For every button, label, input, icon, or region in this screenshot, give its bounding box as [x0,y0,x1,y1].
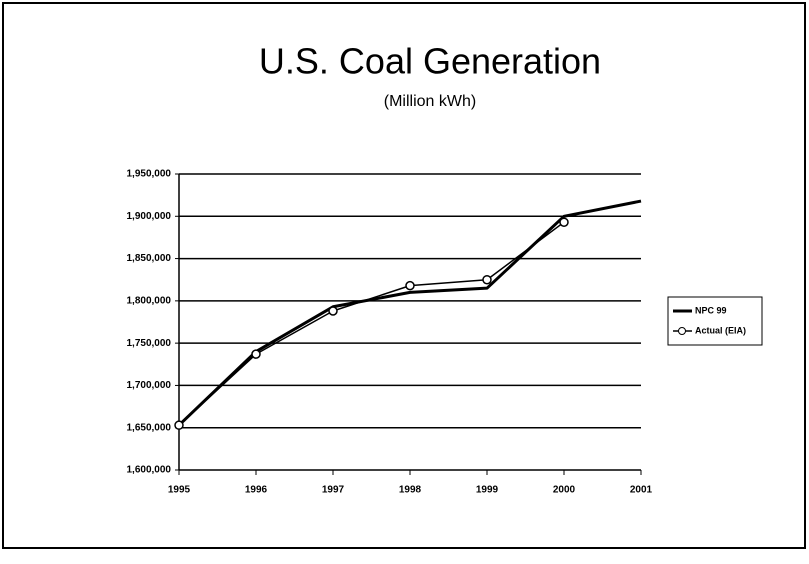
x-tick-label: 1997 [322,485,345,496]
x-tick-label: 1995 [168,485,191,496]
y-tick-label: 1,650,000 [127,422,172,433]
chart-frame [2,2,806,549]
series-line [178,221,565,426]
y-tick-label: 1,800,000 [127,295,172,306]
y-tick-label: 1,600,000 [127,465,172,476]
chart-title: U.S. Coal Generation [259,41,601,82]
x-tick-label: 2000 [553,485,576,496]
legend-label: Actual (EIA) [695,325,746,335]
series-marker [251,349,261,359]
y-tick-label: 1,700,000 [127,380,172,391]
y-tick-label: 1,900,000 [127,211,172,222]
legend-marker [678,327,686,335]
x-tick-label: 1999 [476,485,499,496]
legend-box [667,296,763,346]
x-tick-label: 2001 [630,485,653,496]
y-tick-label: 1,950,000 [127,169,172,180]
y-tick-label: 1,750,000 [127,338,172,349]
x-tick-label: 1996 [245,485,268,496]
x-tick-label: 1998 [399,485,422,496]
legend-label: NPC 99 [695,305,727,315]
y-tick-label: 1,850,000 [127,253,172,264]
series-line [177,199,642,427]
series-marker [559,217,569,227]
series-marker [328,306,338,316]
series-marker [482,274,492,285]
series-marker [405,280,415,291]
series-marker [174,420,184,430]
chart-subtitle: (Million kWh) [384,93,476,110]
